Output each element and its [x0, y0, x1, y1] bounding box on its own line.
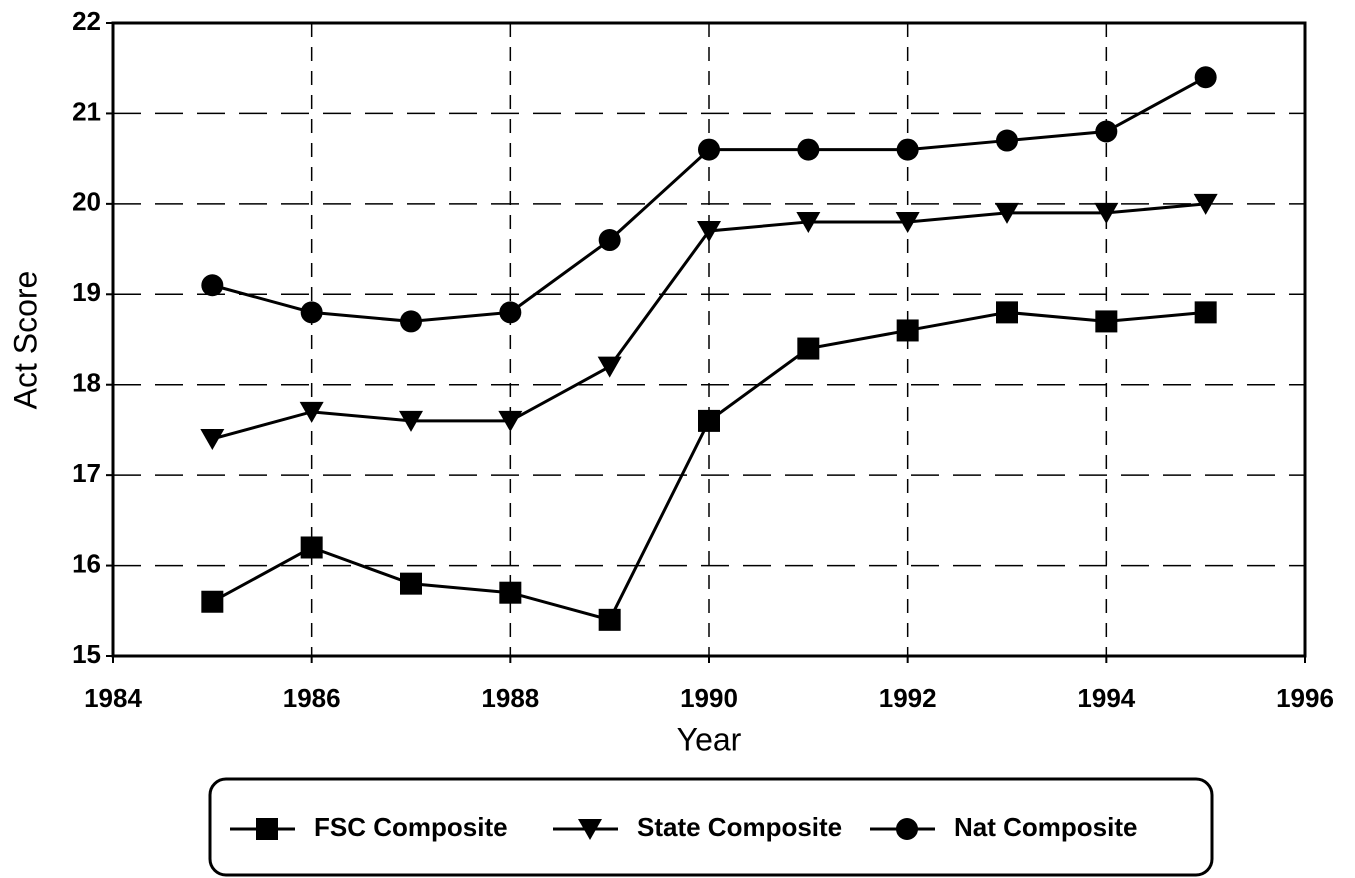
marker — [896, 319, 919, 342]
legend-marker — [578, 819, 602, 840]
plot-frame — [111, 21, 1307, 658]
x-tick-label: 1996 — [1276, 683, 1334, 713]
x-tick-label: 1988 — [481, 683, 539, 713]
legend-box — [208, 777, 1214, 877]
marker — [996, 301, 1018, 324]
marker — [400, 572, 422, 595]
legend-label: State Composite — [637, 812, 842, 842]
marker — [499, 301, 522, 324]
marker — [797, 138, 820, 161]
marker — [1095, 120, 1118, 143]
marker — [400, 310, 422, 333]
marker — [996, 129, 1018, 152]
marker — [498, 410, 523, 432]
legend-label: FSC Composite — [314, 812, 508, 842]
marker — [698, 138, 720, 161]
x-tick-label: 1992 — [879, 683, 937, 713]
marker — [598, 608, 621, 631]
marker — [300, 301, 323, 324]
y-tick-label: 19 — [72, 277, 101, 307]
marker — [895, 211, 920, 233]
y-tick-label: 15 — [72, 639, 101, 669]
y-tick-label: 17 — [72, 458, 101, 488]
marker — [201, 590, 224, 613]
x-tick-label: 1990 — [680, 683, 738, 713]
marker — [797, 337, 820, 360]
marker — [399, 410, 423, 432]
marker — [995, 202, 1019, 224]
y-axis-label: Act Score — [7, 271, 43, 410]
y-tick-label: 16 — [72, 548, 101, 578]
marker — [299, 401, 324, 423]
marker — [698, 409, 720, 432]
marker — [597, 356, 622, 378]
marker — [200, 428, 225, 450]
marker — [1094, 202, 1119, 224]
marker — [1095, 310, 1118, 333]
marker — [300, 536, 323, 559]
x-tick-label: 1986 — [283, 683, 341, 713]
marker — [697, 220, 721, 242]
marker — [1194, 66, 1217, 89]
marker — [598, 229, 621, 252]
x-tick-label: 1984 — [84, 683, 142, 713]
legend-marker — [896, 818, 918, 840]
y-tick-label: 20 — [72, 187, 101, 217]
marker — [201, 274, 224, 297]
marker — [499, 581, 522, 604]
marker — [1194, 301, 1217, 324]
y-tick-label: 21 — [72, 96, 101, 126]
legend-label: Nat Composite — [954, 812, 1137, 842]
marker — [1193, 193, 1218, 215]
x-axis-label: Year — [677, 721, 742, 757]
x-tick-label: 1994 — [1077, 683, 1135, 713]
marker — [896, 138, 919, 161]
marker — [796, 211, 821, 233]
y-tick-label: 18 — [72, 368, 101, 398]
y-tick-label: 22 — [72, 6, 101, 36]
legend-marker — [256, 818, 278, 840]
